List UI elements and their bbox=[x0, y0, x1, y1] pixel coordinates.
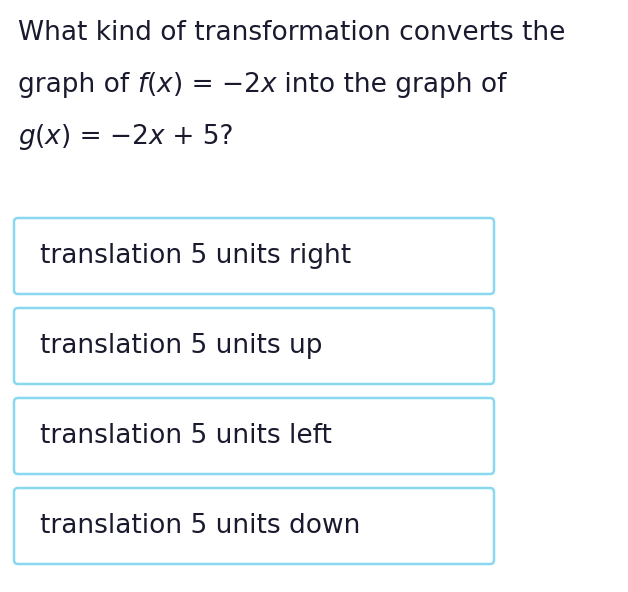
Text: x: x bbox=[148, 124, 164, 150]
Text: translation 5 units up: translation 5 units up bbox=[40, 333, 323, 359]
Text: translation 5 units right: translation 5 units right bbox=[40, 243, 351, 269]
Text: ) = −2: ) = −2 bbox=[173, 72, 261, 98]
Text: (: ( bbox=[147, 72, 157, 98]
Text: x: x bbox=[157, 72, 173, 98]
Text: f: f bbox=[138, 72, 147, 98]
Text: ) = −2: ) = −2 bbox=[61, 124, 148, 150]
FancyBboxPatch shape bbox=[14, 308, 494, 384]
FancyBboxPatch shape bbox=[14, 488, 494, 564]
Text: into the graph of: into the graph of bbox=[276, 72, 507, 98]
Text: graph of: graph of bbox=[18, 72, 138, 98]
Text: (: ( bbox=[35, 124, 45, 150]
Text: x: x bbox=[261, 72, 276, 98]
Text: translation 5 units down: translation 5 units down bbox=[40, 513, 360, 539]
Text: What kind of transformation converts the: What kind of transformation converts the bbox=[18, 20, 565, 46]
FancyBboxPatch shape bbox=[14, 398, 494, 474]
FancyBboxPatch shape bbox=[14, 218, 494, 294]
Text: g: g bbox=[18, 124, 35, 150]
Text: translation 5 units left: translation 5 units left bbox=[40, 423, 332, 449]
Text: + 5?: + 5? bbox=[164, 124, 234, 150]
Text: x: x bbox=[45, 124, 61, 150]
